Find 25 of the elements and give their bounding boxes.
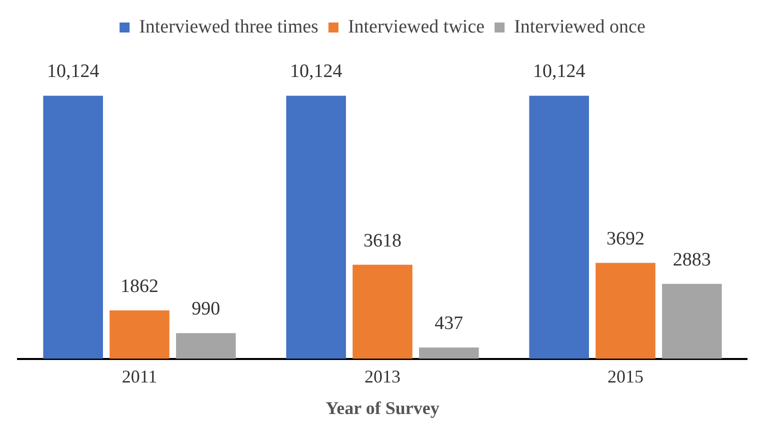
legend-label: Interviewed twice: [348, 16, 485, 38]
data-label: 437: [434, 312, 464, 334]
bar: [529, 96, 589, 359]
bar: [419, 347, 479, 359]
data-label: 990: [192, 298, 220, 320]
bar: [662, 284, 722, 359]
x-tick-label: 2015: [608, 366, 644, 386]
data-label: 10,124: [532, 61, 586, 82]
bar: [43, 96, 103, 359]
data-label: 3618: [364, 230, 402, 252]
bar: [596, 262, 656, 359]
x-tick-label: 2013: [364, 366, 400, 386]
legend-label: Interviewed once: [514, 16, 646, 38]
data-label: 10,124: [46, 61, 100, 82]
data-label: 2883: [672, 249, 711, 270]
data-label: 3692: [606, 228, 644, 250]
bar: [286, 96, 346, 359]
bar: [110, 310, 170, 359]
x-tick-label: 2011: [122, 366, 158, 386]
legend-label: Interviewed three times: [139, 16, 318, 38]
bar: [352, 264, 412, 359]
x-axis-title: Year of Survey: [326, 398, 440, 418]
data-label: 1862: [120, 276, 158, 297]
bar: [176, 333, 236, 359]
data-label: 10,124: [290, 61, 343, 82]
